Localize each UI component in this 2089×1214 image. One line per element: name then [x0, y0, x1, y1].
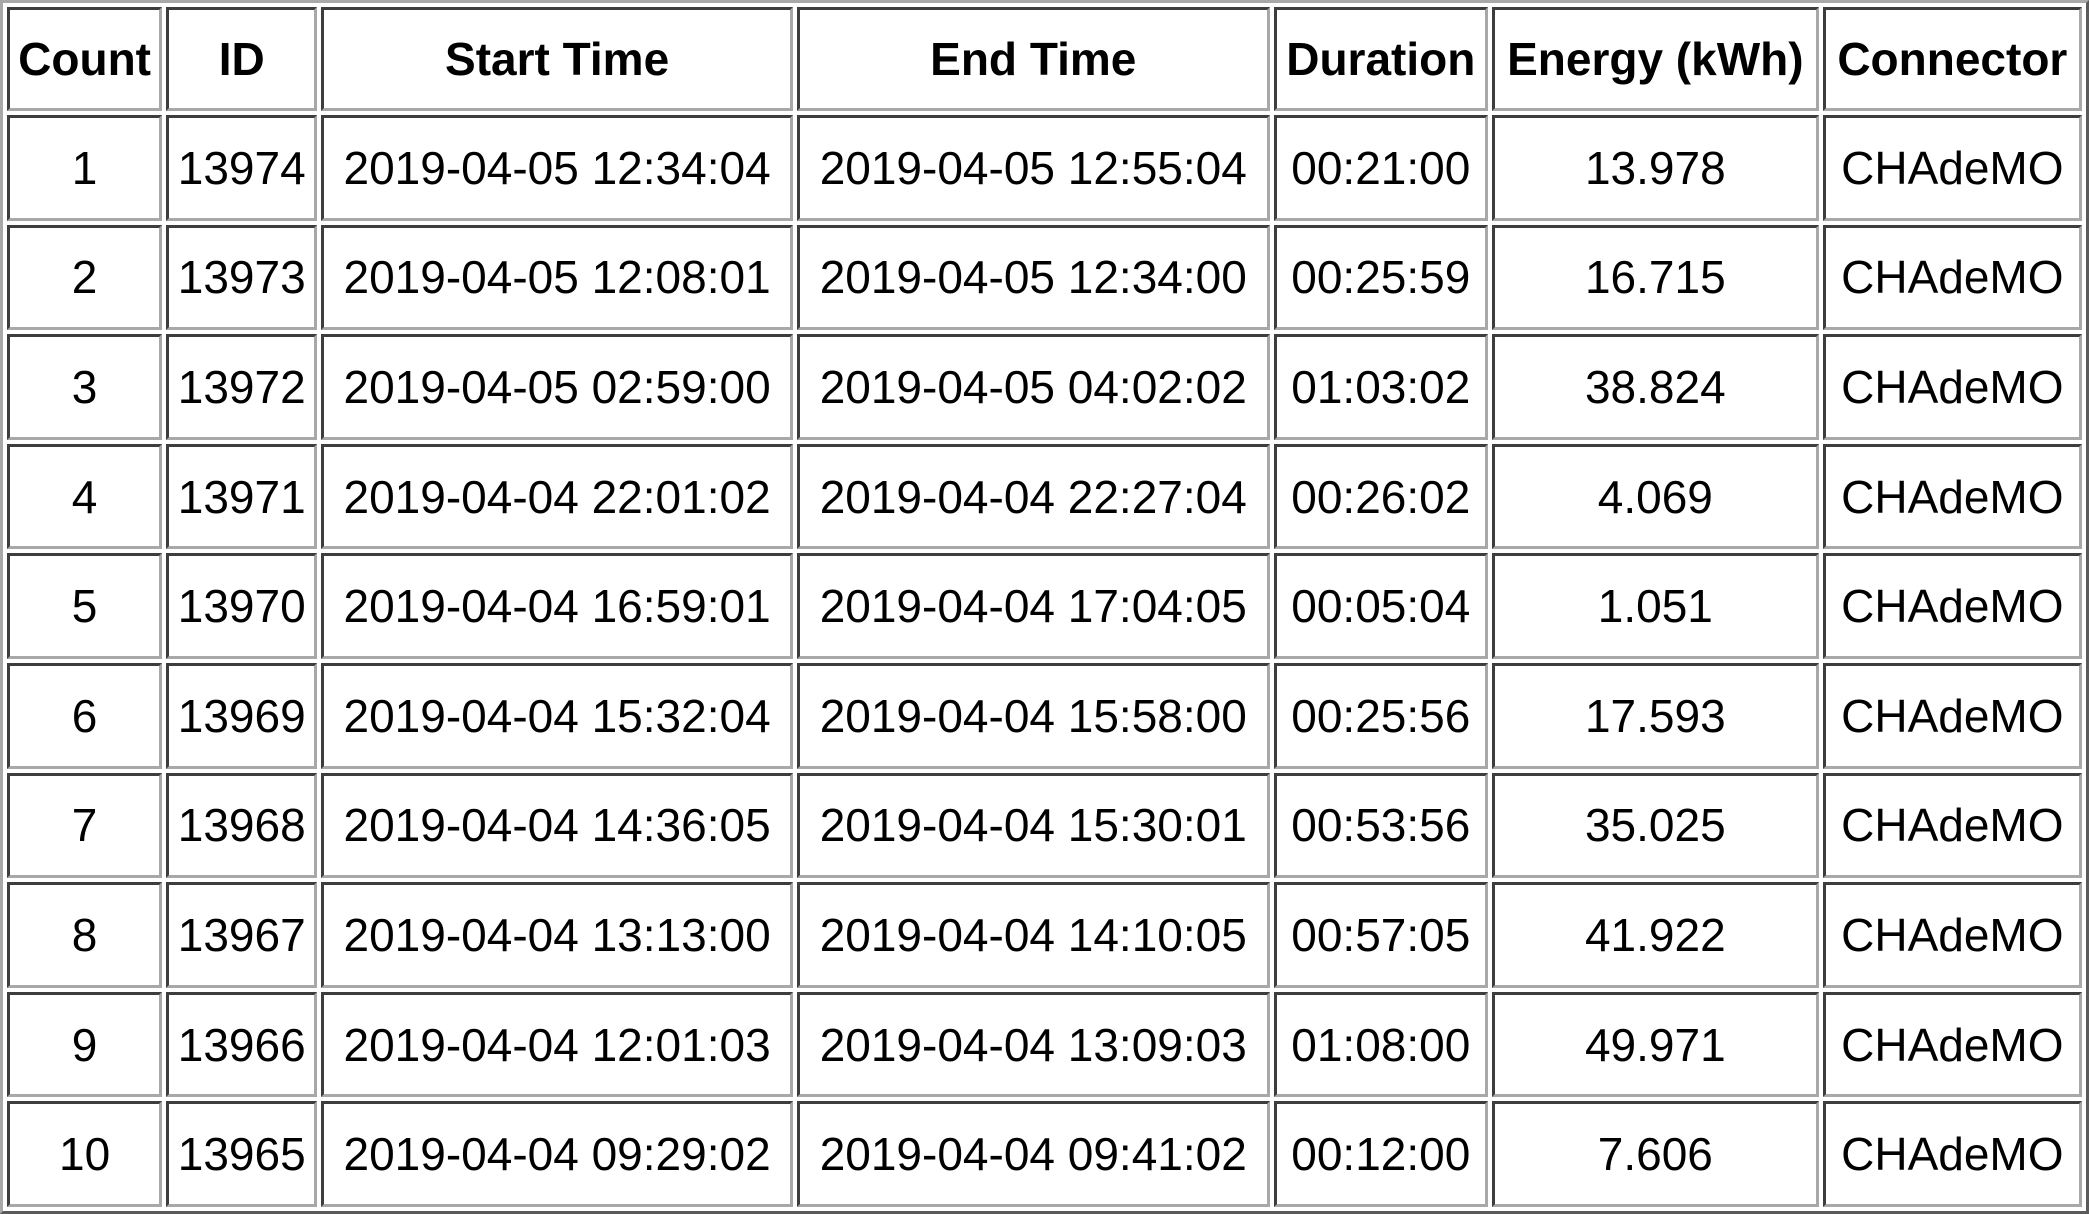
- header-row: Count ID Start Time End Time Duration En…: [7, 7, 2082, 111]
- cell-connector: CHAdeMO: [1822, 772, 2082, 879]
- cell-count: 7: [7, 772, 163, 879]
- cell-start-time: 2019-04-04 12:01:03: [321, 991, 793, 1098]
- header-connector: Connector: [1822, 7, 2082, 111]
- cell-count: 1: [7, 115, 163, 221]
- header-duration: Duration: [1273, 7, 1488, 111]
- cell-id: 13966: [166, 991, 318, 1098]
- table-row: 10 13965 2019-04-04 09:29:02 2019-04-04 09:…: [7, 1101, 2082, 1207]
- cell-energy: 16.715: [1491, 224, 1819, 331]
- cell-duration: 01:03:02: [1273, 334, 1488, 440]
- cell-duration: 01:08:00: [1273, 991, 1488, 1098]
- cell-energy: 17.593: [1491, 662, 1819, 769]
- table-row: 2 13973 2019-04-05 12:08:01 2019-04-05 12:3…: [7, 224, 2082, 331]
- cell-id: 13973: [166, 224, 318, 331]
- cell-connector: CHAdeMO: [1822, 991, 2082, 1098]
- cell-energy: 7.606: [1491, 1101, 1819, 1207]
- table-row: 4 13971 2019-04-04 22:01:02 2019-04-04 22:2…: [7, 443, 2082, 550]
- cell-duration: 00:21:00: [1273, 115, 1488, 221]
- cell-end-time: 2019-04-04 14:10:05: [796, 882, 1270, 988]
- cell-connector: CHAdeMO: [1822, 553, 2082, 659]
- cell-end-time: 2019-04-05 12:55:04: [796, 115, 1270, 221]
- cell-count: 3: [7, 334, 163, 440]
- header-end-time: End Time: [796, 7, 1270, 111]
- cell-energy: 41.922: [1491, 882, 1819, 988]
- cell-count: 9: [7, 991, 163, 1098]
- cell-energy: 49.971: [1491, 991, 1819, 1098]
- cell-start-time: 2019-04-04 14:36:05: [321, 772, 793, 879]
- cell-start-time: 2019-04-05 12:34:04: [321, 115, 793, 221]
- cell-count: 6: [7, 662, 163, 769]
- cell-id: 13967: [166, 882, 318, 988]
- cell-connector: CHAdeMO: [1822, 115, 2082, 221]
- cell-count: 10: [7, 1101, 163, 1207]
- header-count: Count: [7, 7, 163, 111]
- cell-start-time: 2019-04-04 13:13:00: [321, 882, 793, 988]
- cell-start-time: 2019-04-05 02:59:00: [321, 334, 793, 440]
- cell-connector: CHAdeMO: [1822, 662, 2082, 769]
- cell-count: 2: [7, 224, 163, 331]
- cell-id: 13965: [166, 1101, 318, 1207]
- header-id: ID: [166, 7, 318, 111]
- cell-duration: 00:26:02: [1273, 443, 1488, 550]
- table-row: 9 13966 2019-04-04 12:01:03 2019-04-04 13:0…: [7, 991, 2082, 1098]
- cell-connector: CHAdeMO: [1822, 443, 2082, 550]
- cell-id: 13970: [166, 553, 318, 659]
- cell-duration: 00:25:56: [1273, 662, 1488, 769]
- table-body: 1 13974 2019-04-05 12:34:04 2019-04-05 12:5…: [7, 115, 2082, 1207]
- cell-end-time: 2019-04-04 13:09:03: [796, 991, 1270, 1098]
- cell-id: 13968: [166, 772, 318, 879]
- cell-id: 13974: [166, 115, 318, 221]
- cell-connector: CHAdeMO: [1822, 334, 2082, 440]
- table-header: Count ID Start Time End Time Duration En…: [7, 7, 2082, 111]
- table-row: 7 13968 2019-04-04 14:36:05 2019-04-04 15:3…: [7, 772, 2082, 879]
- cell-end-time: 2019-04-05 12:34:00: [796, 224, 1270, 331]
- cell-end-time: 2019-04-05 04:02:02: [796, 334, 1270, 440]
- cell-count: 4: [7, 443, 163, 550]
- table-row: 5 13970 2019-04-04 16:59:01 2019-04-04 17:0…: [7, 553, 2082, 659]
- cell-start-time: 2019-04-04 15:32:04: [321, 662, 793, 769]
- header-start-time: Start Time: [321, 7, 793, 111]
- cell-duration: 00:53:56: [1273, 772, 1488, 879]
- cell-start-time: 2019-04-05 12:08:01: [321, 224, 793, 331]
- cell-energy: 1.051: [1491, 553, 1819, 659]
- cell-energy: 4.069: [1491, 443, 1819, 550]
- cell-energy: 35.025: [1491, 772, 1819, 879]
- cell-duration: 00:57:05: [1273, 882, 1488, 988]
- cell-start-time: 2019-04-04 16:59:01: [321, 553, 793, 659]
- cell-connector: CHAdeMO: [1822, 224, 2082, 331]
- cell-count: 8: [7, 882, 163, 988]
- cell-connector: CHAdeMO: [1822, 882, 2082, 988]
- cell-end-time: 2019-04-04 09:41:02: [796, 1101, 1270, 1207]
- cell-end-time: 2019-04-04 15:58:00: [796, 662, 1270, 769]
- cell-end-time: 2019-04-04 15:30:01: [796, 772, 1270, 879]
- cell-energy: 38.824: [1491, 334, 1819, 440]
- cell-end-time: 2019-04-04 17:04:05: [796, 553, 1270, 659]
- header-energy: Energy (kWh): [1491, 7, 1819, 111]
- cell-end-time: 2019-04-04 22:27:04: [796, 443, 1270, 550]
- cell-duration: 00:25:59: [1273, 224, 1488, 331]
- cell-energy: 13.978: [1491, 115, 1819, 221]
- table-row: 3 13972 2019-04-05 02:59:00 2019-04-05 04:0…: [7, 334, 2082, 440]
- table-row: 1 13974 2019-04-05 12:34:04 2019-04-05 12:5…: [7, 115, 2082, 221]
- cell-id: 13971: [166, 443, 318, 550]
- cell-id: 13969: [166, 662, 318, 769]
- cell-duration: 00:12:00: [1273, 1101, 1488, 1207]
- cell-count: 5: [7, 553, 163, 659]
- table-row: 6 13969 2019-04-04 15:32:04 2019-04-04 15:5…: [7, 662, 2082, 769]
- table-row: 8 13967 2019-04-04 13:13:00 2019-04-04 14:1…: [7, 882, 2082, 988]
- cell-start-time: 2019-04-04 09:29:02: [321, 1101, 793, 1207]
- cell-start-time: 2019-04-04 22:01:02: [321, 443, 793, 550]
- cell-id: 13972: [166, 334, 318, 440]
- cell-connector: CHAdeMO: [1822, 1101, 2082, 1207]
- cell-duration: 00:05:04: [1273, 553, 1488, 659]
